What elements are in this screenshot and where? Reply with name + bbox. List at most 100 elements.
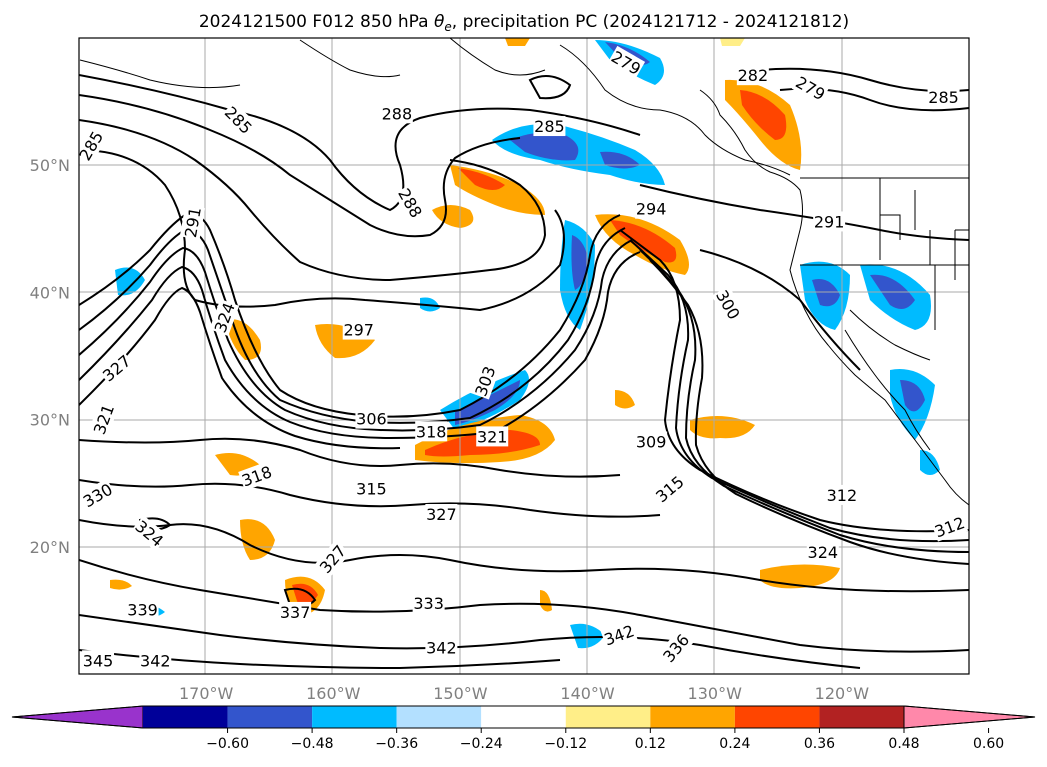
contour-label-text: 285: [534, 117, 565, 136]
contour-label-background: [470, 362, 500, 400]
contour-label-background: [425, 504, 458, 524]
contour-label-background: [657, 629, 694, 667]
precip-pos-area: [225, 319, 261, 360]
lat-tick-label: 30°N: [30, 411, 70, 430]
precip-pos-area: [505, 38, 530, 46]
precip-pos-area: [720, 38, 745, 46]
contour-label-background: [825, 484, 858, 505]
precip-pos-area: [240, 519, 275, 560]
contour-label-background: [179, 204, 206, 240]
precip-neg-area: [510, 132, 579, 161]
lon-tick-label: 130°W: [688, 684, 743, 703]
contour-label-text: 291: [814, 212, 845, 231]
contour-label-text: 282: [738, 66, 769, 85]
contour-label-background: [415, 421, 448, 442]
contour-line: [79, 251, 641, 440]
colorbar-label: 0.24: [719, 736, 750, 752]
colorbar: −0.60 −0.48 −0.36 −0.24 −0.12 0.12 0.24 0.36 0.4…: [11, 705, 1036, 752]
colorbar-label: 0.60: [973, 736, 1004, 752]
lon-tick-label: 160°W: [306, 684, 361, 703]
contour-label: 318: [415, 421, 448, 442]
colorbar-swatch: [396, 706, 482, 728]
contour-label: 333: [412, 593, 445, 614]
title-prefix: 2024121500 F012 850 hPa: [199, 12, 434, 32]
contour-label-text: 312: [827, 486, 858, 505]
contour-label-background: [238, 461, 276, 491]
contour-label-text: 318: [416, 422, 447, 441]
title-theta-sub: e: [444, 20, 451, 34]
contour-label-text: 342: [140, 651, 171, 670]
precip-neg-area: [812, 279, 840, 307]
contour-label-background: [88, 400, 119, 438]
contour-label: 312: [825, 484, 858, 505]
colorbar-label: −0.24: [460, 736, 503, 752]
contour-label-background: [355, 478, 388, 499]
contour-label-background: [931, 511, 969, 542]
contour-label-background: [607, 45, 646, 80]
contour-label: 294: [635, 198, 668, 219]
contour-label-background: [711, 285, 745, 324]
contour-label-text: 297: [343, 321, 374, 340]
colorbar-swatch: [312, 706, 397, 728]
baja-coast: [844, 309, 931, 451]
contour-label-background: [342, 319, 375, 340]
state-border: [880, 190, 931, 265]
colorbar-label: −0.48: [291, 736, 334, 752]
contour-label-background: [126, 599, 159, 620]
longitude-tick-labels: 170°W 160°W 150°W 140°W 130°W 120°W: [179, 684, 869, 703]
contour-label: 306: [355, 408, 388, 429]
contour-line: [629, 239, 969, 543]
contour-label-text: 306: [356, 410, 387, 429]
contour-label: 288: [380, 103, 413, 124]
contour-label: 291: [813, 211, 846, 232]
contour-label: 309: [635, 431, 668, 452]
lon-tick-label: 140°W: [560, 684, 615, 703]
contour-label-text: 321: [477, 427, 508, 446]
precip-neg-area: [571, 235, 588, 290]
contour-label-text: 285: [928, 88, 959, 107]
contour-label-background: [927, 86, 960, 107]
contour-label-background: [220, 101, 258, 139]
contour-label-background: [635, 431, 668, 452]
contour-label: 342: [139, 650, 172, 671]
contour-label-background: [139, 650, 172, 671]
contour-line: [79, 559, 969, 653]
colorbar-swatch: [143, 706, 228, 728]
precip-pos-area: [458, 168, 505, 190]
colorbar-swatch: [481, 706, 566, 728]
contour-line: [79, 519, 969, 593]
precip-pos-area: [610, 220, 677, 263]
precip-pos-area: [740, 90, 787, 140]
contour-label-background: [355, 408, 388, 429]
bc-coast: [699, 89, 803, 231]
contour-label: 321: [476, 426, 509, 447]
contour-line: [79, 614, 861, 669]
colorbar-outline: [11, 705, 1036, 729]
precip-pos-area: [690, 416, 755, 439]
colorbar-label: 0.36: [804, 736, 835, 752]
colorbar-label: −0.60: [206, 736, 249, 752]
contour-label-background: [279, 601, 312, 622]
contour-line: [79, 227, 626, 424]
lon-tick-label: 120°W: [815, 684, 870, 703]
colorbar-label: −0.12: [544, 736, 587, 752]
contour-label: 282: [736, 65, 769, 86]
colorbar-extend-high: [903, 705, 1036, 729]
contour-label-background: [393, 184, 428, 222]
contour-label: 285: [533, 116, 566, 137]
contour-label-text: 337: [280, 603, 311, 622]
precip-neg-area: [900, 380, 925, 412]
contour-line: [79, 149, 565, 312]
precip-pos-area: [432, 205, 474, 228]
contour-line: [619, 229, 969, 533]
contour-label-background: [130, 515, 169, 552]
contour-label: 327: [425, 504, 458, 524]
precip-pos-area: [615, 390, 635, 409]
title-suffix: , precipitation PC (2024121712 - 2024121…: [452, 12, 849, 32]
contour-label-text: 324: [808, 543, 839, 562]
contour-line: [79, 94, 521, 238]
colorbar-swatch: [565, 706, 651, 728]
contour-label-background: [600, 620, 638, 650]
colorbar-swatch: [734, 706, 820, 728]
